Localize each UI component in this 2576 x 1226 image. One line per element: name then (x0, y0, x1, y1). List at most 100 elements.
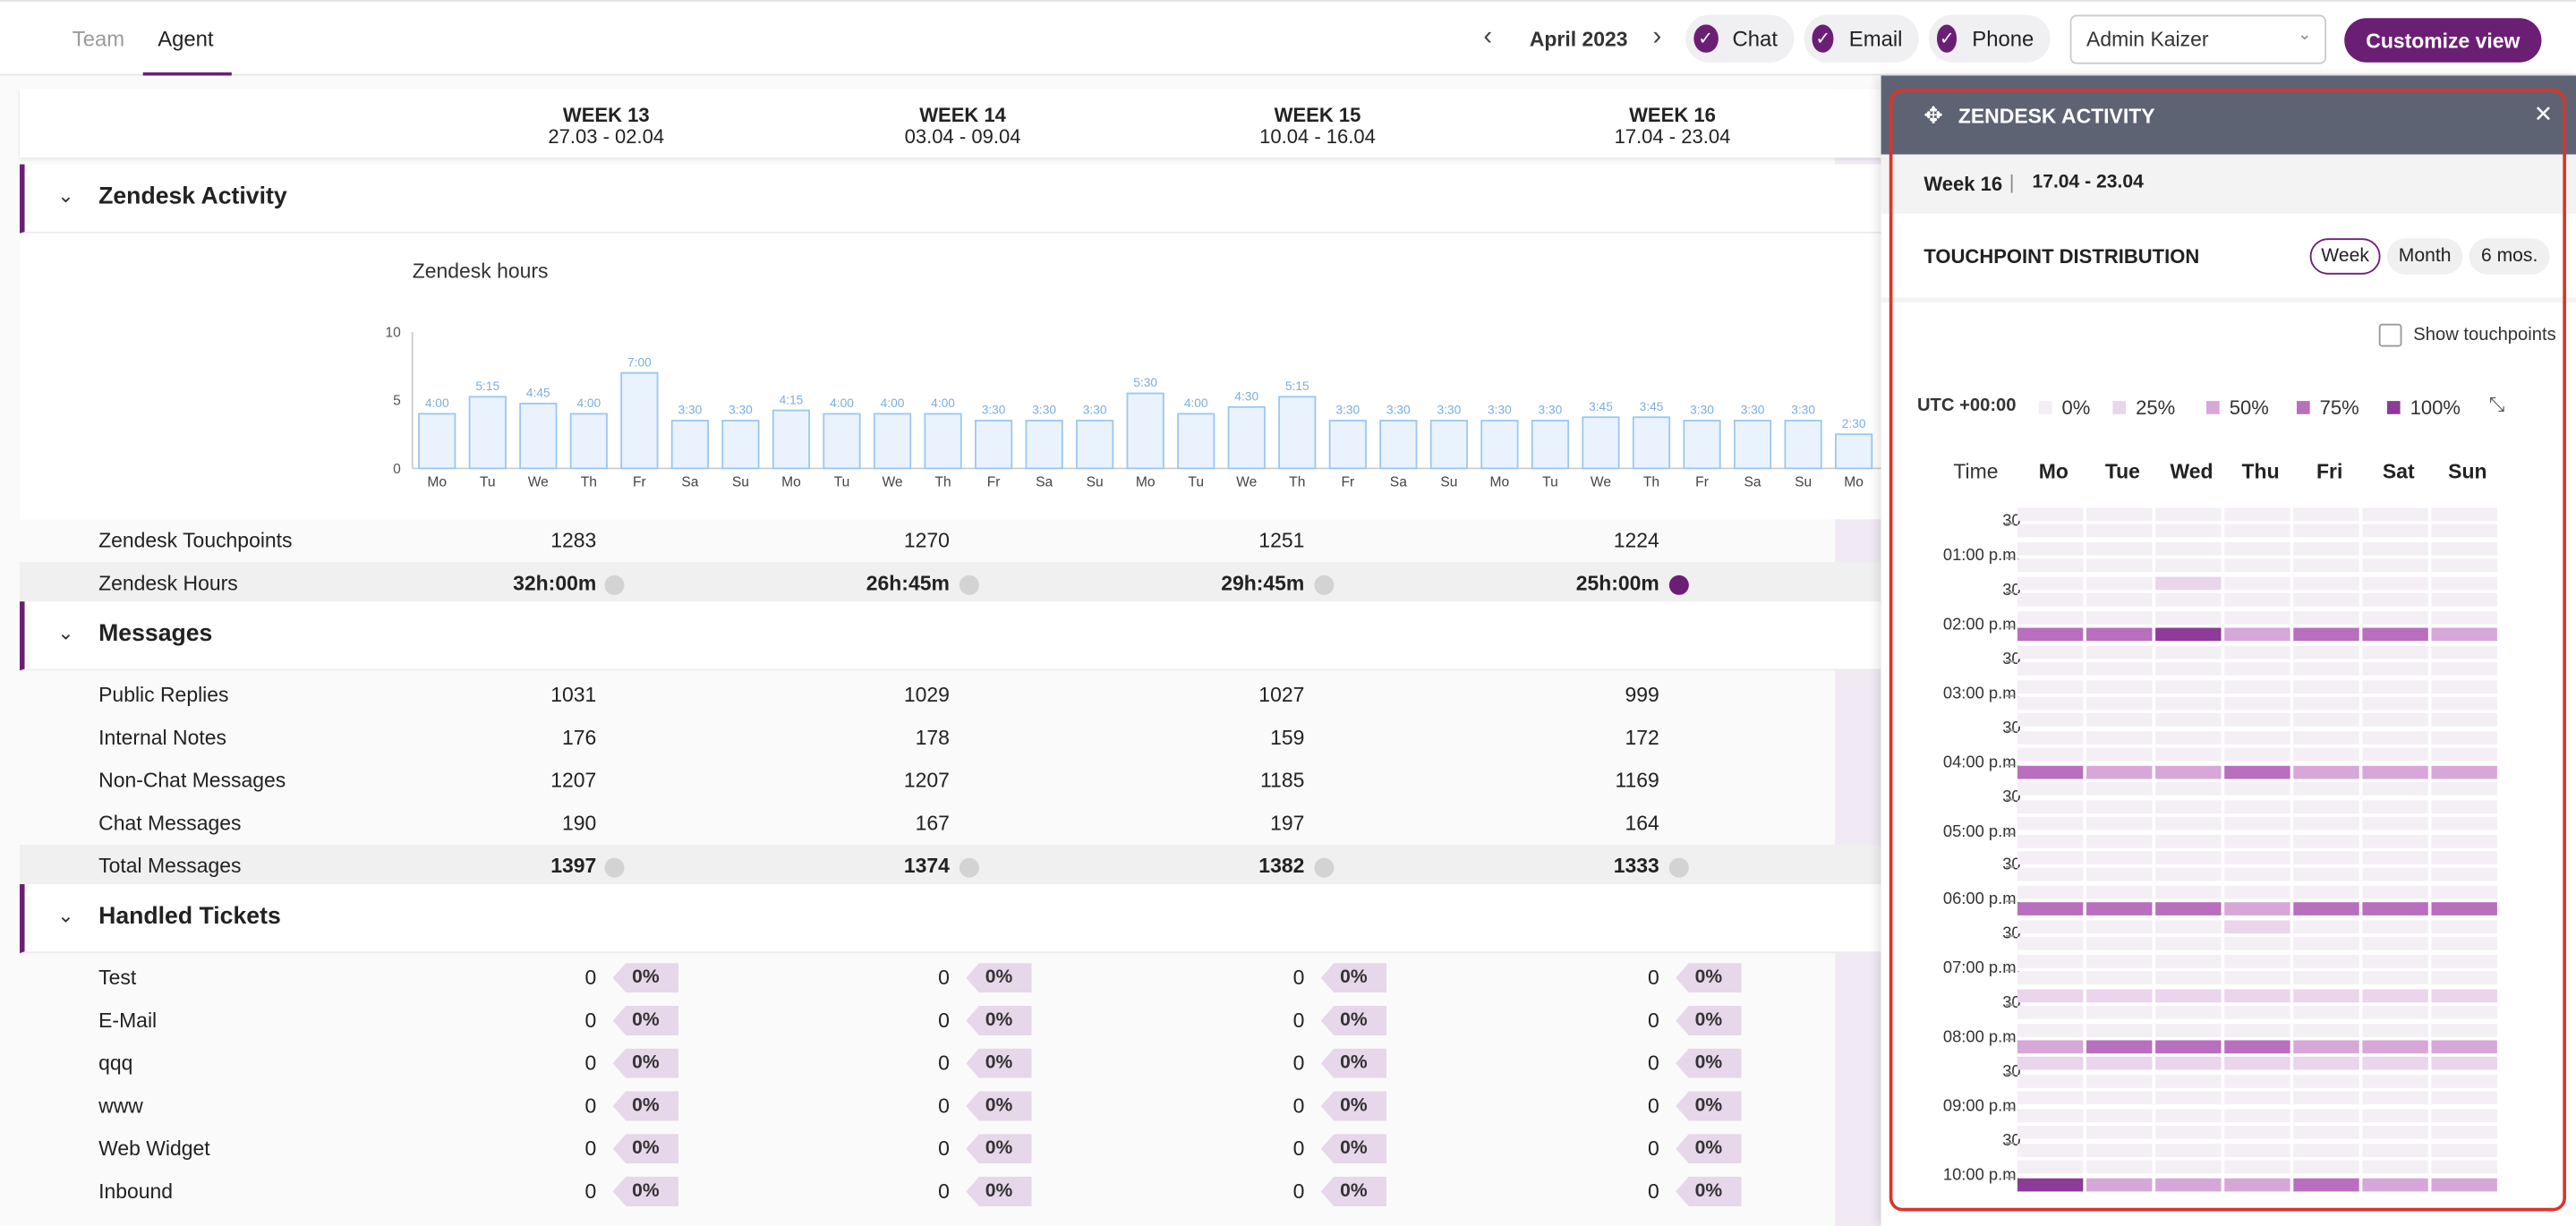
bar (1429, 420, 1468, 470)
heatmap-cell (2224, 834, 2290, 847)
bar-chart-svg: 0 5 10 4:00 Mo 5:15 Tu 4:45 We 4:00 Th 7:00 Fr 3:30 Sa… (385, 325, 1881, 490)
row-label: www (98, 1094, 143, 1118)
pie-chart-icon[interactable] (604, 857, 625, 878)
heatmap-cell (2155, 1160, 2222, 1174)
heatmap-cell (2017, 1057, 2084, 1071)
zendesk-hours-chart: Zendesk hours 0 5 10 4:00 Mo 5:15 Tu 4:45 We 4:00… (20, 233, 1881, 520)
data-label: 4:00 (931, 396, 955, 410)
pie-chart-icon[interactable] (959, 857, 979, 878)
chevron-down-icon[interactable]: ⌄ (57, 904, 74, 927)
heatmap-cell (2293, 799, 2359, 813)
x-tick-label: Su (1440, 475, 1457, 490)
divider (1881, 297, 2576, 302)
pie-chart-icon[interactable] (1314, 575, 1335, 595)
period-month-button[interactable]: Month (2386, 238, 2463, 275)
period-6mos-button[interactable]: 6 mos. (2469, 238, 2550, 275)
time-tick (2006, 592, 2015, 594)
heatmap-cell (2431, 696, 2497, 711)
heatmap-cell (2362, 834, 2428, 847)
chevron-left-icon[interactable]: ‹ (1483, 22, 1493, 51)
heatmap-cell (2362, 1005, 2428, 1019)
heatmap-cell (2293, 954, 2359, 968)
day-header: Fri (2316, 460, 2343, 483)
heatmap-cell (2086, 713, 2153, 728)
x-tick-label: Mo (1136, 475, 1156, 490)
x-tick-label: We (1236, 475, 1257, 490)
bar (1683, 420, 1721, 470)
percent-badge: 0% (612, 1176, 679, 1206)
show-touchpoints-checkbox[interactable] (2378, 323, 2402, 347)
heatmap-cell (2362, 1040, 2428, 1054)
chevron-right-icon[interactable]: › (1652, 22, 1662, 51)
chevron-down-icon[interactable]: ⌄ (57, 183, 74, 208)
heatmap-cell (2362, 937, 2428, 950)
pie-chart-icon[interactable] (959, 575, 979, 595)
heatmap-cell (2017, 576, 2084, 590)
period-week-button[interactable]: Week (2309, 238, 2381, 275)
heatmap-cell (2431, 851, 2497, 864)
cell-value: 1031 (550, 683, 597, 707)
table-row: Web Widget 0 0% 0 0% 0 0% 0 0% (20, 1128, 1881, 1171)
bar (721, 420, 760, 470)
data-label: 5:15 (1285, 379, 1309, 393)
section-zendesk-activity[interactable]: ⌄ Zendesk Activity (20, 164, 1881, 234)
cell-value: 0 (1648, 1137, 1659, 1161)
heatmap-cell (2431, 1023, 2497, 1036)
zendesk-activity-panel: ✥ ZENDESK ACTIVITY ✕ Week 16 | 17.04 - 2… (1881, 75, 2576, 1226)
channel-chip-phone[interactable]: ✓ Phone (1928, 14, 2051, 63)
heatmap-cell (2362, 576, 2428, 590)
cell-value: 0 (938, 1094, 950, 1118)
section-handled-tickets[interactable]: ⌄ Handled Tickets (20, 884, 1881, 954)
x-tick-label: Sa (1036, 475, 1053, 490)
check-icon: ✓ (1693, 24, 1719, 53)
channel-chip-chat[interactable]: ✓ Chat (1685, 14, 1795, 63)
pie-chart-icon[interactable] (1314, 857, 1335, 878)
heatmap-cell (2224, 713, 2290, 728)
heatmap-cell (2155, 782, 2222, 796)
week-range: 10.04 - 16.04 (1259, 124, 1376, 149)
pie-chart-icon[interactable] (1668, 575, 1689, 595)
heatmap-cell (2017, 1160, 2084, 1174)
heatmap-cell (2155, 524, 2222, 539)
x-tick-label: Th (1643, 475, 1659, 490)
agent-select[interactable]: Admin Kaizer ⌄ (2069, 14, 2327, 64)
cell-value: 1207 (903, 769, 950, 793)
section-messages[interactable]: ⌄ Messages (20, 601, 1881, 671)
heatmap-cell (2155, 1023, 2222, 1036)
table-row: E-Mail 0 0% 0 0% 0 0% 0 0% (20, 1000, 1881, 1043)
cell-value: 1029 (903, 683, 950, 707)
data-label: 4:00 (830, 396, 854, 410)
week-range: 27.03 - 02.04 (548, 124, 665, 149)
heatmap-cell (2017, 885, 2084, 899)
chevron-down-icon[interactable]: ⌄ (57, 621, 74, 644)
collapse-icon[interactable]: ⤡ (2488, 392, 2505, 416)
time-tick (2006, 626, 2015, 628)
heatmap-cell (2362, 920, 2428, 933)
heatmap-cell (2017, 696, 2084, 711)
move-icon[interactable]: ✥ (1923, 101, 1943, 129)
heatmap-cell (2086, 988, 2153, 1002)
channel-chip-email[interactable]: ✓ Email (1804, 14, 1919, 63)
heatmap-cell (2155, 988, 2222, 1002)
tab-agent[interactable]: Agent (158, 26, 214, 51)
pie-chart-icon[interactable] (1668, 857, 1689, 878)
heatmap-cell (2155, 816, 2222, 830)
customize-view-button[interactable]: Customize view (2344, 18, 2542, 63)
time-tick (2006, 1038, 2015, 1041)
data-label: 3:30 (1386, 404, 1411, 417)
tab-team[interactable]: Team (72, 26, 125, 51)
time-label: 30 (1881, 857, 2020, 875)
cell-value: 1283 (550, 529, 597, 553)
heatmap-cell (2224, 816, 2290, 830)
pie-chart-icon[interactable] (604, 575, 625, 595)
x-tick-label: Su (1087, 475, 1104, 490)
bar (1025, 420, 1063, 470)
heatmap-cell (2017, 937, 2084, 950)
heatmap-cell (2431, 1005, 2497, 1019)
cell-value: 0 (1292, 1137, 1305, 1161)
close-icon[interactable]: ✕ (2533, 100, 2554, 127)
heatmap-cell (2017, 730, 2084, 745)
time-label: 04:00 p.m. (1942, 753, 2021, 772)
week-column-header: WEEK 13 27.03 - 02.04 (508, 105, 704, 149)
bar (1784, 420, 1822, 470)
